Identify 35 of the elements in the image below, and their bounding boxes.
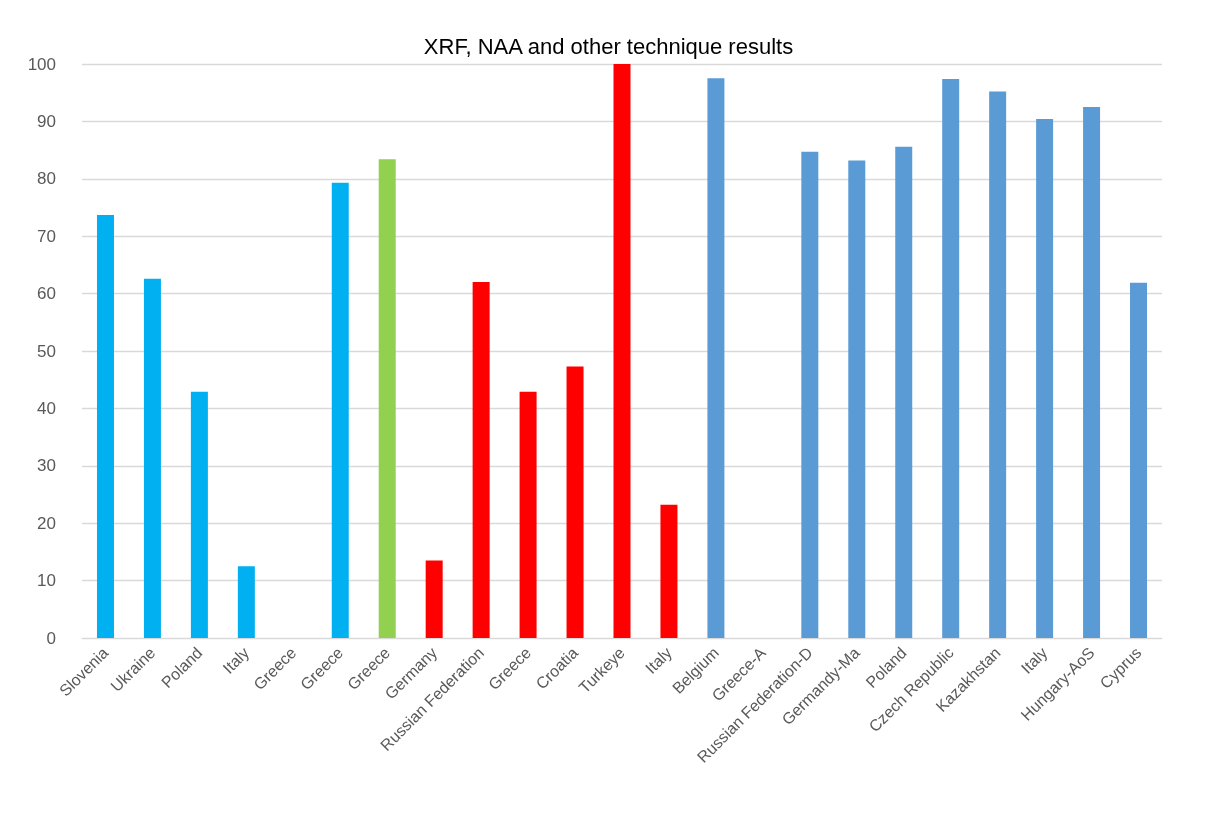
y-tick-label: 60	[37, 284, 56, 304]
bar	[143, 278, 161, 638]
bar	[190, 391, 208, 638]
bar	[801, 151, 819, 638]
bar	[942, 78, 960, 638]
y-tick-label: 0	[46, 628, 56, 648]
y-tick-label: 80	[37, 169, 56, 189]
y-tick-label: 20	[37, 513, 56, 533]
bar	[96, 214, 114, 638]
bar	[895, 146, 913, 638]
bar	[660, 504, 678, 638]
bar	[331, 182, 349, 638]
x-tick-label: Italy	[642, 643, 675, 677]
y-tick-label: 70	[37, 226, 56, 246]
bar	[613, 64, 631, 638]
y-tick-label: 50	[37, 341, 56, 361]
chart-title: XRF, NAA and other technique results	[423, 33, 794, 59]
y-tick-label: 100	[27, 54, 56, 74]
bar	[1130, 282, 1148, 638]
y-tick-label: 40	[37, 398, 56, 418]
bar	[989, 91, 1007, 638]
bar	[1036, 119, 1054, 638]
bar	[472, 282, 490, 638]
bar	[707, 78, 725, 638]
y-tick-label: 10	[37, 571, 56, 591]
x-tick-label: Italy	[219, 643, 253, 677]
bar	[1083, 107, 1101, 638]
bar	[566, 366, 584, 638]
bar	[425, 560, 443, 638]
bar	[519, 391, 537, 638]
y-tick-label: 90	[37, 111, 56, 131]
bar	[237, 566, 255, 638]
bar	[848, 160, 866, 638]
y-tick-label: 30	[37, 456, 56, 476]
bar	[378, 159, 396, 638]
